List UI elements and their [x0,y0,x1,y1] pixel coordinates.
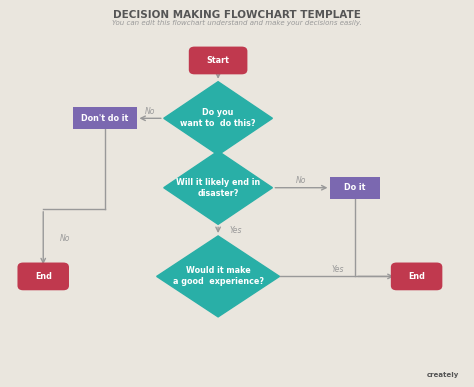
FancyBboxPatch shape [330,176,380,199]
Text: End: End [408,272,425,281]
Text: End: End [35,272,52,281]
Text: Start: Start [207,56,229,65]
FancyBboxPatch shape [391,262,442,290]
Text: Yes: Yes [332,265,344,274]
FancyBboxPatch shape [73,107,137,130]
FancyBboxPatch shape [189,46,247,74]
Text: Yes: Yes [230,226,242,235]
Text: Would it make
a good  experience?: Would it make a good experience? [173,266,264,286]
Text: Will it likely end in
disaster?: Will it likely end in disaster? [176,178,260,198]
Text: You can edit this flowchart understand and make your decisions easily.: You can edit this flowchart understand a… [112,20,362,26]
Text: Don't do it: Don't do it [81,114,128,123]
FancyBboxPatch shape [18,262,69,290]
Text: No: No [145,107,155,116]
Text: Do it: Do it [345,183,366,192]
Text: creately: creately [427,372,459,378]
Polygon shape [164,82,273,155]
Text: No: No [60,233,70,243]
Polygon shape [164,151,273,224]
Polygon shape [156,236,280,317]
Text: Do you
want to  do this?: Do you want to do this? [180,108,256,128]
Text: No: No [296,176,307,185]
Text: DECISION MAKING FLOWCHART TEMPLATE: DECISION MAKING FLOWCHART TEMPLATE [113,10,361,21]
